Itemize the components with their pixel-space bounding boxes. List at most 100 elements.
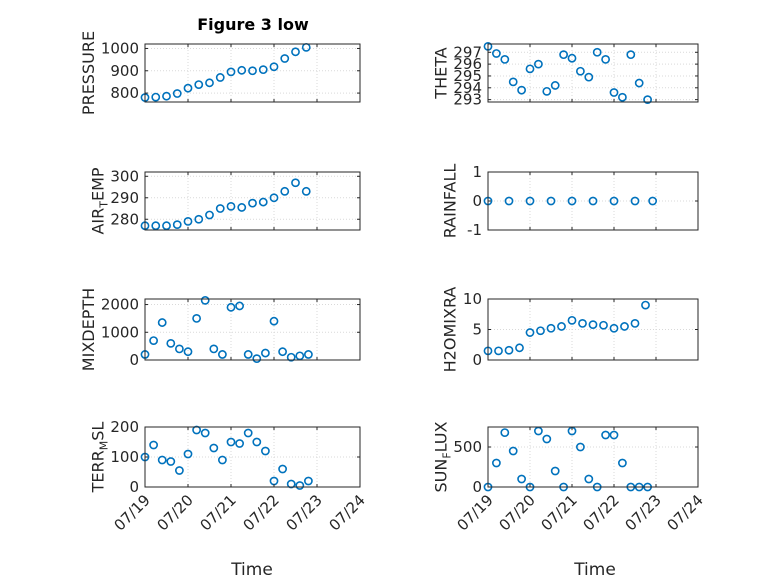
axes-box	[487, 426, 699, 488]
data-point	[508, 446, 518, 456]
data-point	[609, 430, 619, 440]
data-point	[194, 80, 204, 89]
x-tick-label: 07/19	[454, 491, 497, 534]
data-point	[286, 352, 296, 362]
x-tick-label: 07/24	[326, 491, 369, 534]
data-point	[515, 343, 524, 353]
plot-area	[145, 172, 360, 230]
y-tick-label: -1	[467, 221, 482, 239]
data-point	[174, 466, 184, 475]
x-tick-label: 07/22	[580, 491, 623, 534]
plot-area	[145, 427, 360, 487]
data-point	[491, 458, 501, 468]
data-point	[162, 91, 171, 101]
xlabel-right: Time	[573, 560, 616, 580]
data-point	[215, 73, 225, 82]
data-point	[546, 323, 556, 333]
y-tick-label: 500	[453, 438, 482, 456]
data-point	[194, 214, 204, 224]
data-point	[291, 47, 300, 57]
x-tick-label: 07/20	[154, 491, 197, 534]
data-point	[584, 72, 594, 82]
y-tick-label: 10	[463, 290, 482, 308]
data-point	[550, 81, 560, 90]
plot-area	[488, 427, 698, 487]
data-point	[278, 464, 287, 474]
data-point	[301, 186, 311, 196]
axes-box	[487, 43, 699, 103]
data-point	[599, 320, 608, 330]
data-point	[157, 318, 167, 327]
data-point	[278, 347, 287, 357]
data-point	[504, 196, 514, 206]
data-point	[500, 428, 510, 437]
data-point	[525, 328, 535, 337]
data-point	[269, 316, 279, 326]
plot-area	[488, 44, 698, 102]
data-point	[209, 344, 219, 354]
y-tick-label: 1000	[101, 39, 139, 57]
data-point	[609, 88, 619, 97]
plot-area	[145, 299, 360, 360]
data-point	[260, 446, 270, 456]
data-point	[517, 85, 526, 95]
data-point	[157, 455, 167, 465]
data-point	[248, 66, 257, 76]
data-point	[226, 302, 236, 312]
data-point	[576, 66, 585, 76]
data-point	[525, 64, 535, 74]
xlabel-left: Time	[230, 560, 273, 580]
data-point	[217, 455, 227, 465]
subplot-terr_msl: 07/19 07/20 07/21 07/22 07/23 07/24 0 100 200TER…	[88, 418, 368, 534]
x-tick-label: 07/23	[622, 491, 665, 534]
data-point	[280, 54, 290, 63]
y-axis-label: SUNFLUX	[431, 421, 453, 492]
data-point	[209, 443, 219, 453]
data-point	[576, 442, 585, 452]
y-tick-label: 294	[453, 79, 482, 97]
data-point	[252, 354, 262, 364]
data-point	[557, 322, 566, 331]
y-tick-label: 296	[453, 55, 482, 73]
data-point	[630, 318, 640, 328]
data-point	[205, 78, 214, 88]
figure-title: Figure 3 low	[197, 15, 309, 34]
x-tick-label: 07/20	[496, 491, 539, 534]
y-tick-label: 0	[129, 351, 139, 369]
x-tick-label: 07/19	[111, 491, 154, 534]
data-point	[550, 466, 560, 476]
data-point	[295, 481, 305, 490]
y-tick-label: 2000	[101, 296, 139, 314]
data-point	[200, 428, 210, 438]
data-point	[618, 458, 627, 468]
data-point	[226, 67, 236, 77]
y-tick-label: 200	[110, 418, 139, 436]
data-point	[149, 440, 158, 450]
data-point	[162, 221, 171, 231]
y-tick-label: 800	[110, 84, 139, 102]
data-point	[508, 77, 518, 87]
data-point	[618, 92, 627, 102]
data-point	[643, 95, 652, 105]
data-point	[601, 430, 610, 440]
data-point	[648, 196, 658, 206]
data-point	[559, 50, 568, 60]
data-point	[192, 314, 201, 323]
data-point	[183, 83, 193, 93]
x-tick-label: 07/24	[664, 491, 707, 534]
y-tick-label: 300	[110, 167, 139, 185]
data-point	[634, 78, 644, 88]
data-point	[151, 92, 161, 102]
y-tick-label: 5	[472, 321, 482, 339]
data-point	[578, 318, 587, 328]
data-point	[504, 345, 514, 355]
data-point	[584, 474, 594, 484]
data-point	[248, 198, 257, 208]
y-tick-label: 0	[472, 478, 482, 496]
data-point	[588, 196, 598, 206]
